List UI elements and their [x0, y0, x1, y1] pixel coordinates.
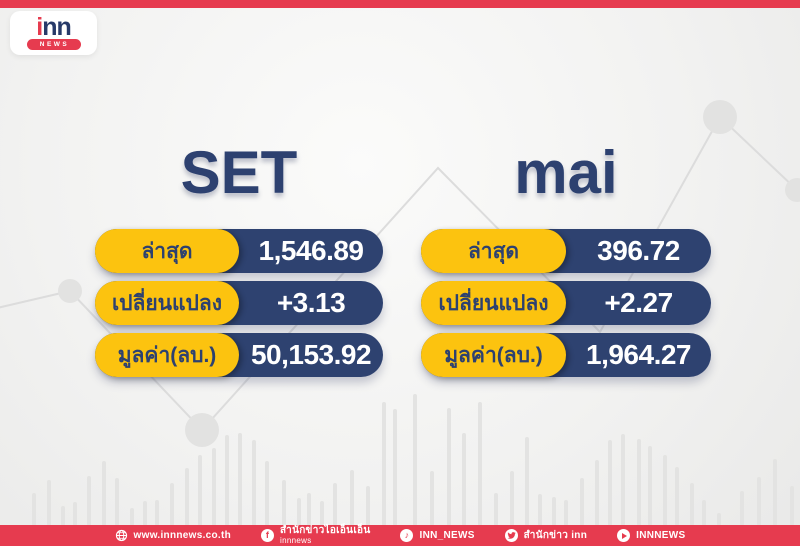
mai-change-row: เปลี่ยนแปลง +2.27	[421, 281, 711, 325]
logo-letters-nn: nn	[42, 12, 72, 41]
facebook-icon: f	[261, 528, 275, 542]
decor-node	[185, 413, 219, 447]
tiktok-icon: ♪	[400, 529, 414, 542]
twitter-icon	[504, 529, 518, 542]
mai-change-label: เปลี่ยนแปลง	[421, 281, 566, 325]
mai-change-value: +2.27	[604, 287, 673, 318]
footer-website-label: www.innnews.co.th	[133, 530, 232, 541]
footer-youtube-label: INNNEWS	[636, 530, 686, 541]
footer-tiktok-label: INN_NEWS	[419, 530, 475, 541]
logo-news-badge: NEWS	[26, 38, 81, 50]
mai-title: mai	[514, 139, 618, 206]
set-change-label: เปลี่ยนแปลง	[95, 281, 239, 325]
set-change-value: +3.13	[276, 287, 346, 318]
set-title: SET	[180, 139, 298, 206]
footer-bar: www.innnews.co.th f สำนักข่าวไอเอ็นเอ็น …	[0, 525, 800, 546]
logo-wordmark: inn	[36, 14, 71, 39]
inn-news-logo[interactable]: inn NEWS	[10, 11, 97, 55]
mai-board: mai ล่าสุด 396.72 เปลี่ยนแปลง +2.27 มูลค…	[421, 138, 711, 385]
mai-volume-value: 1,964.27	[586, 339, 692, 370]
footer-twitter-link[interactable]: สำนักข่าว inn	[504, 528, 588, 543]
footer-twitter-label: สำนักข่าว inn	[523, 530, 588, 541]
footer-facebook-handle: innnews	[280, 535, 312, 545]
decor-node	[703, 100, 737, 134]
mai-latest-label: ล่าสุด	[421, 229, 566, 273]
set-latest-row: ล่าสุด 1,546.89	[95, 229, 383, 273]
footer-website-link[interactable]: www.innnews.co.th	[115, 529, 232, 542]
logo-letter-i: i	[36, 12, 43, 41]
decor-node	[58, 279, 82, 303]
set-latest-value: 1,546.89	[258, 235, 365, 266]
set-latest-label: ล่าสุด	[95, 229, 239, 273]
youtube-icon	[617, 529, 631, 542]
set-board: SET ล่าสุด 1,546.89 เปลี่ยนแปลง +3.13 มู…	[95, 138, 383, 385]
mai-latest-row: ล่าสุด 396.72	[421, 229, 711, 273]
footer-facebook-label: สำนักข่าวไอเอ็นเอ็น	[280, 525, 371, 537]
footer-tiktok-link[interactable]: ♪ INN_NEWS	[400, 529, 474, 542]
globe-icon	[115, 529, 128, 542]
mai-latest-value: 396.72	[597, 235, 680, 266]
decor-node	[785, 178, 800, 202]
footer-facebook-link[interactable]: f สำนักข่าวไอเอ็นเอ็น innnews	[261, 526, 370, 545]
mai-volume-label: มูลค่า(ลบ.)	[421, 333, 566, 377]
set-change-row: เปลี่ยนแปลง +3.13	[95, 281, 383, 325]
decor-volume-bars	[32, 394, 794, 526]
footer-youtube-link[interactable]: INNNEWS	[617, 529, 685, 542]
set-volume-value: 50,153.92	[250, 339, 372, 370]
mai-volume-row: มูลค่า(ลบ.) 1,964.27	[421, 333, 711, 377]
set-volume-label: มูลค่า(ลบ.)	[95, 333, 239, 377]
set-volume-row: มูลค่า(ลบ.) 50,153.92	[95, 333, 383, 377]
top-accent-bar	[0, 0, 800, 8]
